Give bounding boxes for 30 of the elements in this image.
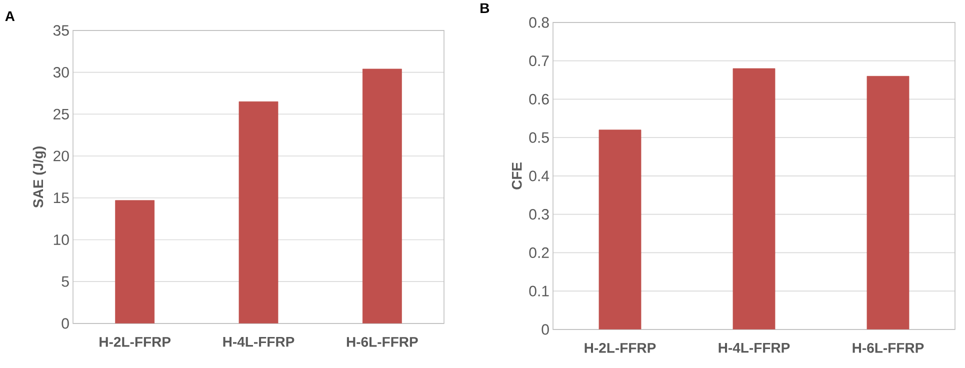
- y-tick-label: 30: [53, 66, 69, 78]
- y-tick-label: 0.5: [529, 132, 549, 143]
- x-tick-label: H-2L-FFRP: [584, 342, 656, 353]
- y-tick-label: 10: [54, 234, 69, 245]
- y-tick-label: 0.2: [529, 247, 549, 258]
- x-tick-label: H-2L-FFRP: [100, 336, 171, 347]
- y-tick-label: 0: [542, 324, 549, 335]
- chart-title: B: [480, 3, 490, 13]
- x-tick-label: H-6L-FFRP: [852, 342, 924, 353]
- y-tick-label: 15: [54, 192, 69, 203]
- chart-title: A: [5, 11, 15, 21]
- x-tick-label: H-4L-FFRP: [718, 342, 790, 352]
- x-tick-label: H-6L-FFRP: [346, 336, 418, 347]
- y-tick-label: 20: [54, 150, 69, 162]
- y-tick-label: 35: [53, 24, 69, 36]
- bar: [115, 200, 155, 324]
- bar: [362, 68, 402, 324]
- y-tick-label: 5: [62, 276, 69, 287]
- y-tick-label: 0.6: [529, 94, 549, 104]
- y-tick-label: 0.3: [529, 208, 549, 220]
- y-axis-title: SAE (J/g): [32, 146, 46, 208]
- x-tick-label: H-4L-FFRP: [223, 336, 294, 346]
- y-axis-title: CFE: [512, 162, 522, 190]
- bar: [238, 101, 278, 324]
- y-tick-label: 0.8: [529, 16, 549, 28]
- y-tick-label: 0.4: [529, 170, 550, 182]
- y-tick-label: 0.7: [529, 55, 549, 66]
- y-tick-label: 25: [54, 108, 69, 120]
- y-tick-label: 0.1: [529, 286, 549, 296]
- y-tick-label: 0: [62, 318, 69, 329]
